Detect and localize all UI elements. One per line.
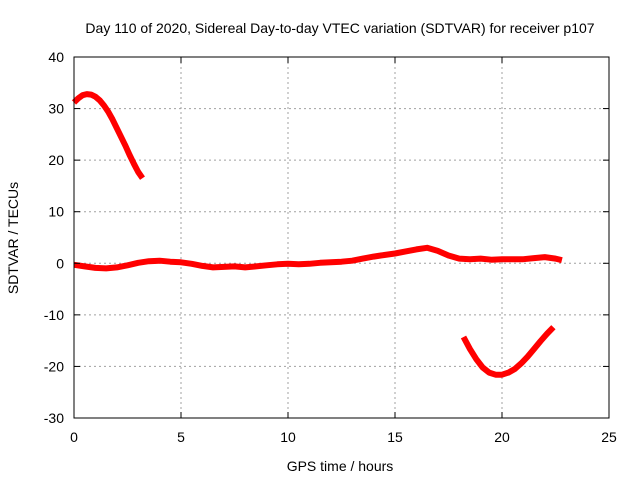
ticks — [73, 56, 610, 419]
y-tick-label: 0 — [56, 255, 64, 271]
y-tick-label: 40 — [48, 49, 64, 65]
x-tick-label: 25 — [601, 429, 617, 445]
x-axis-title: GPS time / hours — [287, 458, 394, 474]
series-line-arc-2 — [73, 244, 563, 272]
grid — [74, 57, 609, 418]
y-tick-label: 30 — [48, 101, 64, 117]
series-group — [71, 91, 563, 378]
y-tick-label: 10 — [48, 204, 64, 220]
series-line-arc-1 — [71, 91, 145, 180]
x-tick-label: 5 — [177, 429, 185, 445]
chart-title: Day 110 of 2020, Sidereal Day-to-day VTE… — [85, 20, 594, 36]
x-tick-label: 15 — [387, 429, 403, 445]
tick-labels: 0 5 10 15 20 25 -30 -20 -10 0 10 20 30 40 — [44, 49, 617, 445]
y-tick-label: -30 — [44, 410, 64, 426]
x-tick-label: 10 — [280, 429, 296, 445]
series-line-arc-3 — [460, 325, 556, 378]
y-tick-label: 20 — [48, 152, 64, 168]
plot-frame — [73, 56, 610, 419]
y-tick-label: -20 — [44, 358, 64, 374]
y-tick-label: -10 — [44, 307, 64, 323]
y-axis-title: SDTVAR / TECUs — [5, 182, 21, 294]
x-tick-label: 0 — [70, 429, 78, 445]
x-tick-label: 20 — [494, 429, 510, 445]
